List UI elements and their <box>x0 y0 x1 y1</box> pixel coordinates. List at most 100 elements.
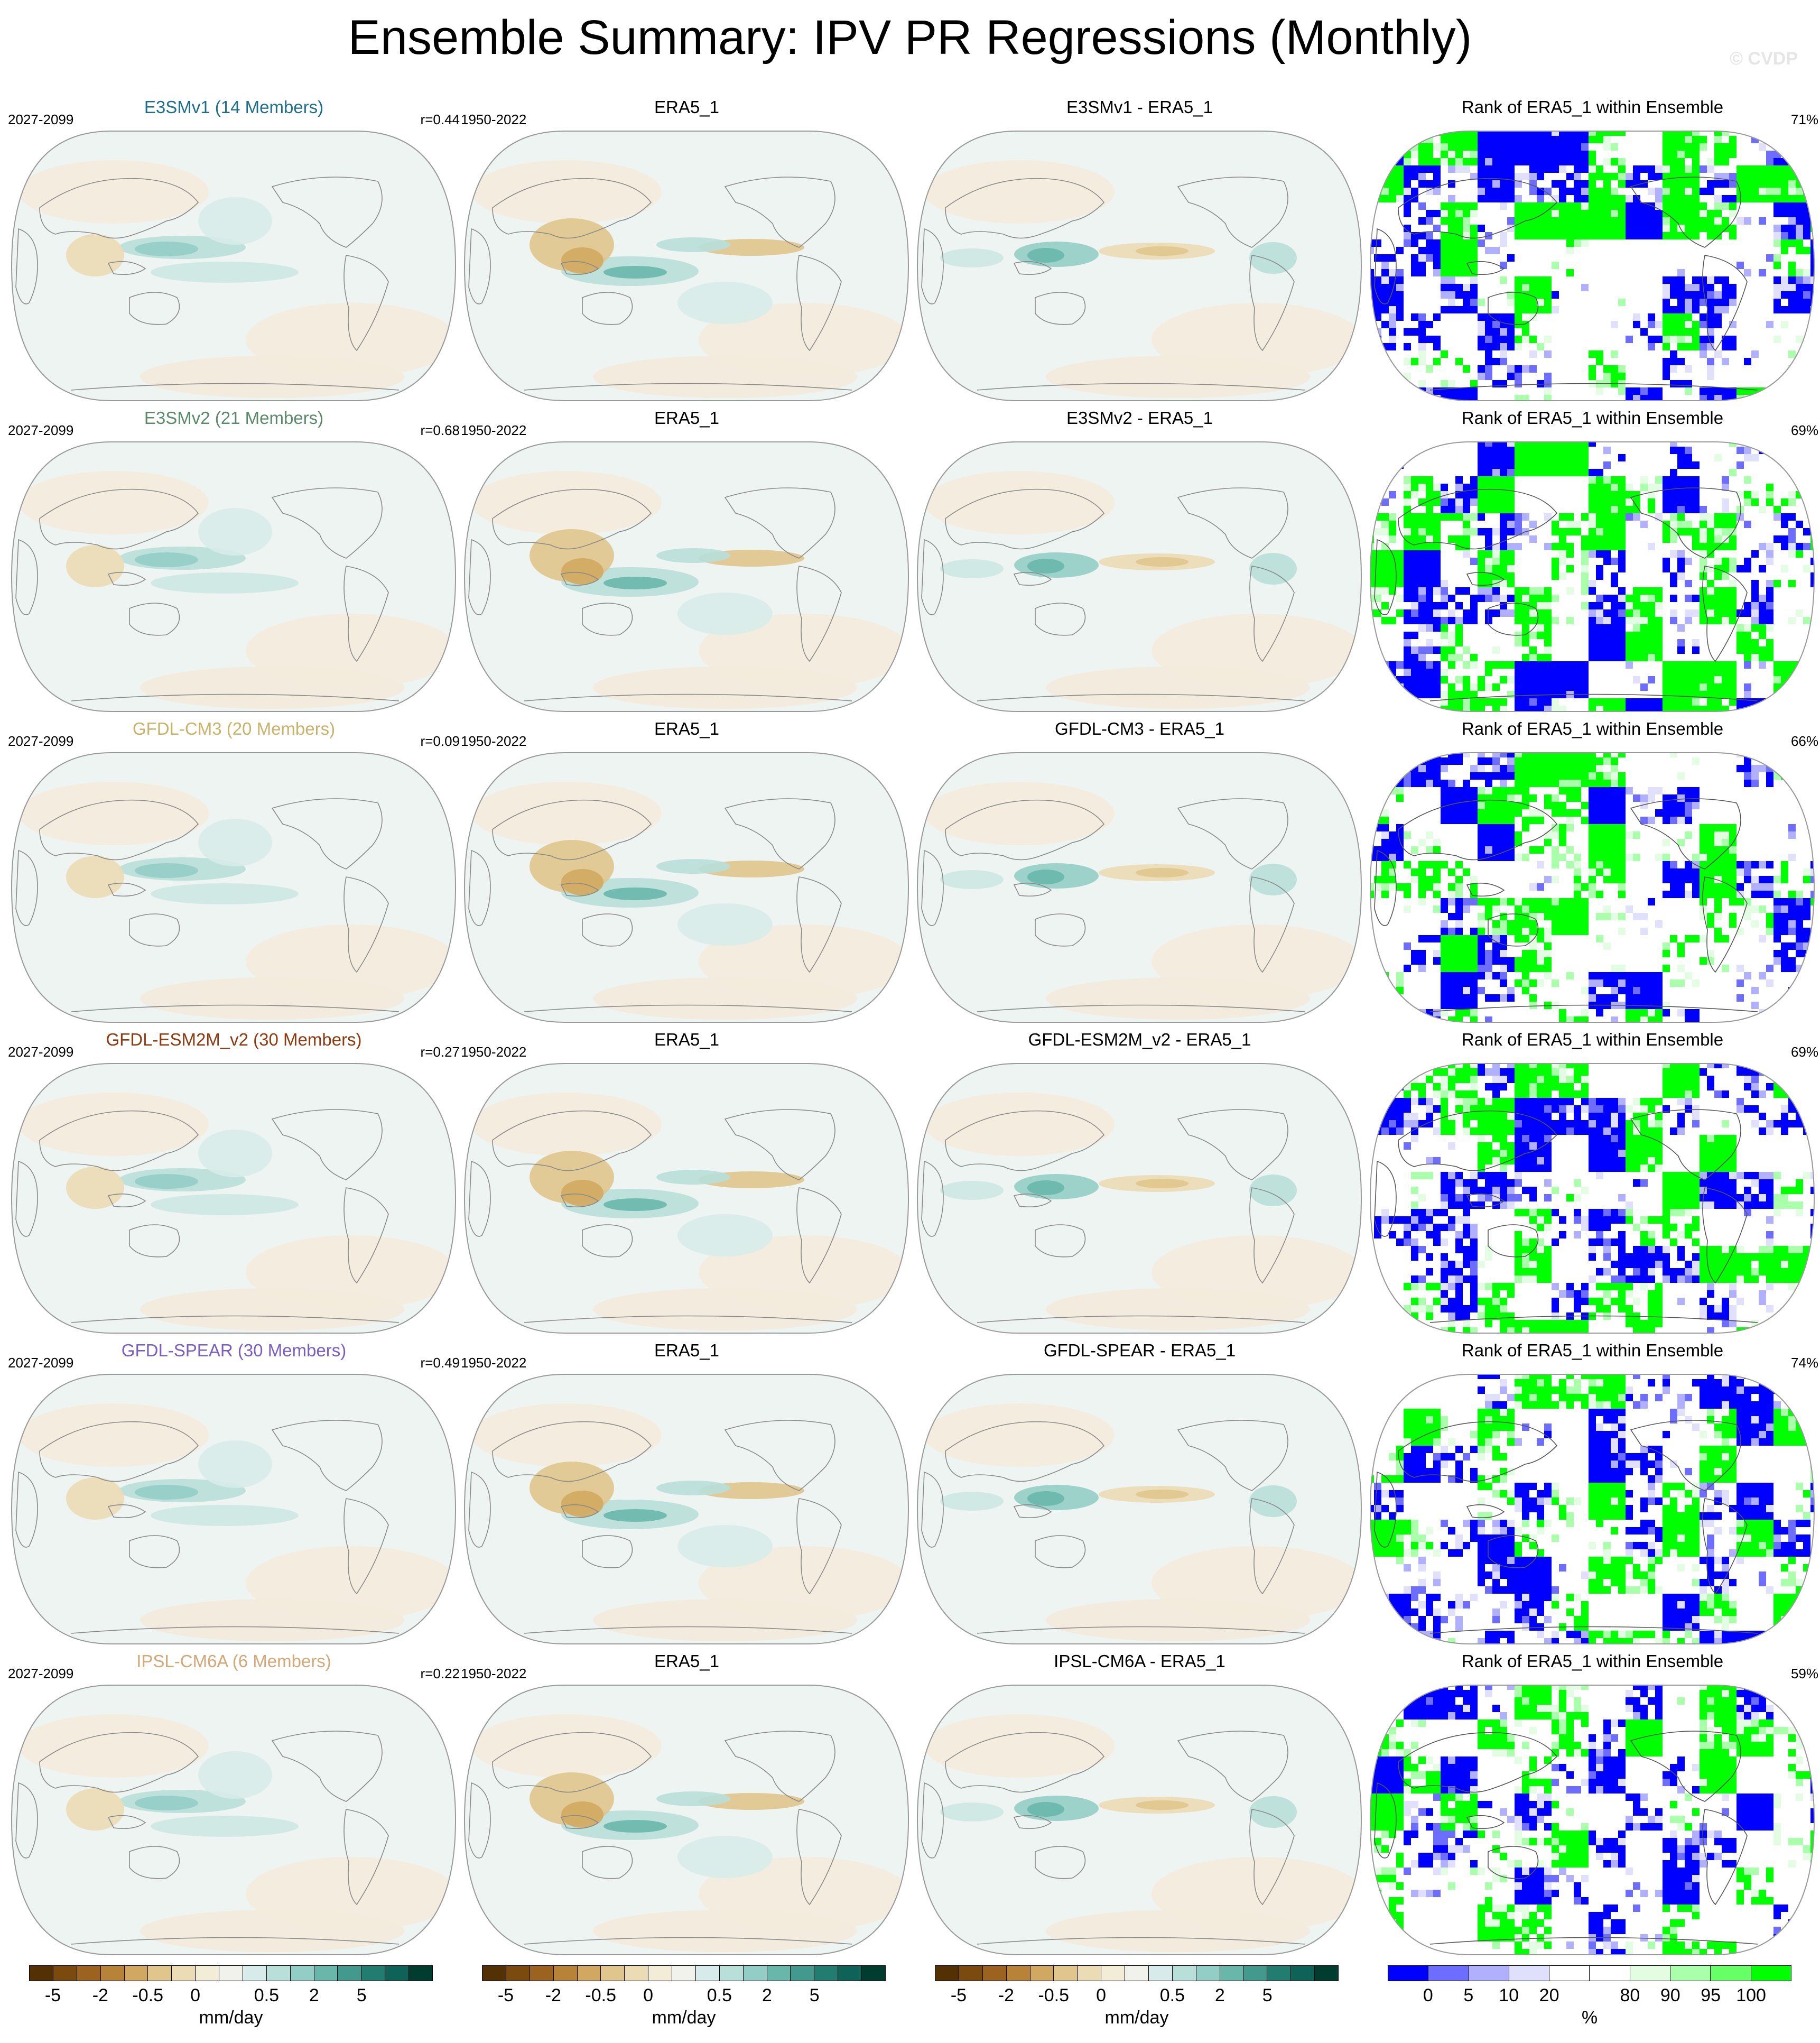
panel-obs-row-6: ERA5_1 1950-2022 <box>461 1651 913 1960</box>
colorbar-boxes <box>29 1965 433 1981</box>
rank-map <box>1369 441 1815 712</box>
rank-panel-title: Rank of ERA5_1 within Ensemble <box>1461 1030 1724 1049</box>
colorbar-swatch <box>1388 1966 1429 1981</box>
page-title: Ensemble Summary: IPV PR Regressions (Mo… <box>348 11 1472 64</box>
rank-percent-label: 59% <box>1790 1666 1818 1681</box>
colorbar-tick-label: 2 <box>762 1985 772 2005</box>
colorbar-swatch <box>838 1966 862 1981</box>
colorbar-swatch <box>219 1966 243 1981</box>
rank-panel-title: Rank of ERA5_1 within Ensemble <box>1461 1651 1724 1671</box>
colorbar-swatch <box>553 1966 578 1981</box>
colorbar-swatch <box>77 1966 101 1981</box>
colorbar-tick-label: 95 <box>1701 1985 1721 2005</box>
panel-obs-row-3: ERA5_1 1950-2022 <box>461 718 913 1028</box>
period-label: 1950-2022 <box>461 422 527 438</box>
panel-rank-row-6: Rank of ERA5_1 within Ensemble 59% <box>1367 1651 1818 1960</box>
colorbar-tick-label: 2 <box>1214 1985 1225 2005</box>
colorbar-tick-label: 10 <box>1499 1985 1519 2005</box>
colorbar-tick-label: 0 <box>1423 1985 1433 2005</box>
colorbar-tick-label: -0.5 <box>132 1985 163 2005</box>
colorbar-tick-label: 5 <box>809 1985 820 2005</box>
pattern-correlation-label: r=0.68 <box>420 422 460 438</box>
colorbar-tick-label: 0.5 <box>707 1985 732 2005</box>
model-map <box>11 441 457 712</box>
pattern-correlation-label: r=0.49 <box>420 1355 460 1371</box>
colorbar-swatch <box>935 1966 959 1981</box>
colorbar-swatch <box>672 1966 696 1981</box>
colorbar-swatch <box>1670 1966 1711 1981</box>
rank-percent-label: 71% <box>1790 112 1818 127</box>
colorbar-swatch <box>1006 1966 1030 1981</box>
diff-map <box>916 131 1362 401</box>
model-panel-title: GFDL-SPEAR (30 Members) <box>121 1341 347 1360</box>
obs-map <box>463 752 909 1023</box>
colorbar-swatch <box>625 1966 649 1981</box>
colorbar-swatch <box>577 1966 601 1981</box>
rank-percent-label: 74% <box>1790 1355 1818 1371</box>
colorbar-tick-label: 0 <box>1096 1985 1107 2005</box>
panel-obs-row-4: ERA5_1 1950-2022 <box>461 1029 913 1338</box>
period-label: 1950-2022 <box>461 1666 527 1681</box>
rank-panel-title: Rank of ERA5_1 within Ensemble <box>1461 1341 1724 1360</box>
obs-panel-title: ERA5_1 <box>654 97 719 117</box>
panel-rank-row-2: Rank of ERA5_1 within Ensemble 69% <box>1367 408 1818 717</box>
colorbar-unit-label: mm/day <box>652 2008 716 2028</box>
colorbar-swatch <box>1428 1966 1469 1981</box>
diff-map <box>916 752 1362 1023</box>
panel-obs-row-2: ERA5_1 1950-2022 <box>461 408 913 717</box>
colorbar-tick-label: 20 <box>1539 1985 1559 2005</box>
colorbar-swatch <box>1148 1966 1173 1981</box>
colorbar-swatch <box>1315 1966 1338 1981</box>
colorbar-swatch <box>1030 1966 1054 1981</box>
colorbar-tick-label: 2 <box>309 1985 319 2005</box>
diff-panel-title: GFDL-CM3 - ERA5_1 <box>1055 719 1224 738</box>
model-map <box>11 1063 457 1334</box>
panel-diff-row-6: IPSL-CM6A - ERA5_1 <box>914 1651 1366 1960</box>
rank-percent-label: 69% <box>1790 422 1818 438</box>
period-label: 2027-2099 <box>8 733 74 749</box>
pattern-correlation-label: r=0.09 <box>420 733 460 749</box>
colorbar-tick-label: 0 <box>190 1985 201 2005</box>
panel-rank-row-4: Rank of ERA5_1 within Ensemble 69% <box>1367 1029 1818 1338</box>
period-label: 2027-2099 <box>8 422 74 438</box>
colorbar-unit-label: % <box>1581 2008 1598 2028</box>
panel-diff-row-4: GFDL-ESM2M_v2 - ERA5_1 <box>914 1029 1366 1338</box>
rank-percent-label: 69% <box>1790 1044 1818 1060</box>
colorbar-swatch <box>959 1966 983 1981</box>
obs-panel-title: ERA5_1 <box>654 1651 719 1671</box>
colorbar-tick-label: 80 <box>1620 1985 1640 2005</box>
panel-diff-row-5: GFDL-SPEAR - ERA5_1 <box>914 1340 1366 1649</box>
rank-map <box>1369 131 1815 401</box>
diff-map <box>916 1685 1362 1955</box>
colorbar-swatch <box>1220 1966 1244 1981</box>
colorbar-swatch <box>338 1966 362 1981</box>
rank-panel-title: Rank of ERA5_1 within Ensemble <box>1461 408 1724 428</box>
rank-map <box>1369 752 1815 1023</box>
panel-rank-row-1: Rank of ERA5_1 within Ensemble 71% <box>1367 97 1818 406</box>
colorbar-swatch <box>1243 1966 1268 1981</box>
colorbar-tick-label: 90 <box>1660 1985 1680 2005</box>
panel-obs-row-5: ERA5_1 1950-2022 <box>461 1340 913 1649</box>
colorbar-swatch <box>290 1966 314 1981</box>
period-label: 1950-2022 <box>461 1044 527 1060</box>
pattern-correlation-label: r=0.22 <box>420 1666 460 1681</box>
model-panel-title: E3SMv1 (14 Members) <box>144 97 324 117</box>
colorbar-swatch <box>530 1966 554 1981</box>
panel-model-row-2: E3SMv2 (21 Members) 2027-2099 r=0.68 <box>8 408 460 717</box>
colorbar-boxes <box>1388 1965 1791 1981</box>
colorbar-swatch <box>314 1966 338 1981</box>
period-label: 1950-2022 <box>461 733 527 749</box>
colorbar-swatch <box>266 1966 291 1981</box>
colorbar-swatch <box>982 1966 1007 1981</box>
colorbar-swatch <box>30 1966 53 1981</box>
colorbar-swatch <box>1751 1966 1791 1981</box>
obs-panel-title: ERA5_1 <box>654 1030 719 1049</box>
colorbar-tick-label: 0.5 <box>1159 1985 1185 2005</box>
period-label: 1950-2022 <box>461 112 527 127</box>
colorbar-swatch <box>1267 1966 1292 1981</box>
colorbar-tick-label: -2 <box>92 1985 108 2005</box>
colorbar-swatch <box>1549 1966 1590 1981</box>
colorbar-swatch <box>1172 1966 1196 1981</box>
obs-map <box>463 1374 909 1644</box>
colorbar-swatch <box>648 1966 672 1981</box>
